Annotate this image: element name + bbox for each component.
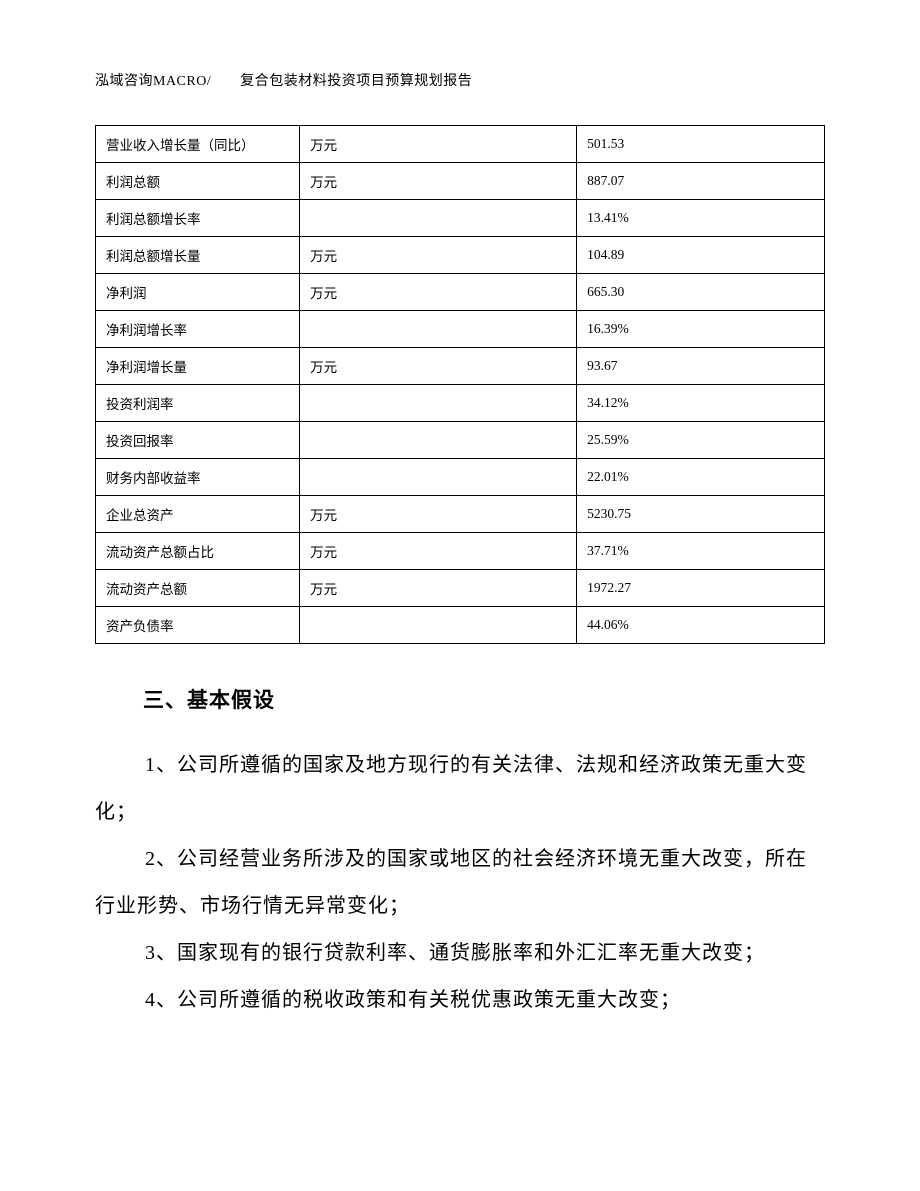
financial-table-body: 营业收入增长量（同比） 万元 501.53 利润总额 万元 887.07 利润总… — [96, 126, 825, 644]
row-label: 利润总额 — [96, 163, 300, 200]
table-row: 利润总额 万元 887.07 — [96, 163, 825, 200]
row-value: 13.41% — [577, 200, 825, 237]
row-label: 净利润增长量 — [96, 348, 300, 385]
row-unit: 万元 — [300, 126, 577, 163]
row-value: 25.59% — [577, 422, 825, 459]
document-page: 泓域咨询MACRO/ 复合包装材料投资项目预算规划报告 营业收入增长量（同比） … — [0, 0, 920, 1084]
row-unit — [300, 385, 577, 422]
section-body: 1、公司所遵循的国家及地方现行的有关法律、法规和经济政策无重大变化； 2、公司经… — [95, 742, 825, 1024]
table-row: 投资利润率 34.12% — [96, 385, 825, 422]
financial-table: 营业收入增长量（同比） 万元 501.53 利润总额 万元 887.07 利润总… — [95, 125, 825, 644]
table-row: 流动资产总额 万元 1972.27 — [96, 570, 825, 607]
row-unit: 万元 — [300, 237, 577, 274]
row-value: 1972.27 — [577, 570, 825, 607]
row-unit — [300, 459, 577, 496]
row-value: 5230.75 — [577, 496, 825, 533]
row-unit: 万元 — [300, 570, 577, 607]
row-value: 887.07 — [577, 163, 825, 200]
row-unit: 万元 — [300, 533, 577, 570]
table-row: 资产负债率 44.06% — [96, 607, 825, 644]
row-value: 104.89 — [577, 237, 825, 274]
row-label: 流动资产总额占比 — [96, 533, 300, 570]
row-label: 利润总额增长量 — [96, 237, 300, 274]
paragraph: 3、国家现有的银行贷款利率、通货膨胀率和外汇汇率无重大改变； — [95, 930, 825, 977]
row-value: 22.01% — [577, 459, 825, 496]
section-heading: 三、基本假设 — [143, 684, 825, 714]
row-unit — [300, 422, 577, 459]
table-row: 净利润 万元 665.30 — [96, 274, 825, 311]
row-unit: 万元 — [300, 496, 577, 533]
row-unit: 万元 — [300, 163, 577, 200]
row-label: 企业总资产 — [96, 496, 300, 533]
row-value: 37.71% — [577, 533, 825, 570]
row-unit: 万元 — [300, 274, 577, 311]
table-row: 财务内部收益率 22.01% — [96, 459, 825, 496]
row-label: 净利润 — [96, 274, 300, 311]
table-row: 净利润增长量 万元 93.67 — [96, 348, 825, 385]
row-unit — [300, 200, 577, 237]
paragraph: 4、公司所遵循的税收政策和有关税优惠政策无重大改变； — [95, 977, 825, 1024]
row-unit — [300, 607, 577, 644]
row-value: 93.67 — [577, 348, 825, 385]
row-unit — [300, 311, 577, 348]
row-label: 资产负债率 — [96, 607, 300, 644]
table-row: 利润总额增长率 13.41% — [96, 200, 825, 237]
row-label: 营业收入增长量（同比） — [96, 126, 300, 163]
row-label: 净利润增长率 — [96, 311, 300, 348]
row-label: 投资回报率 — [96, 422, 300, 459]
row-label: 流动资产总额 — [96, 570, 300, 607]
page-header: 泓域咨询MACRO/ 复合包装材料投资项目预算规划报告 — [95, 70, 825, 90]
row-label: 投资利润率 — [96, 385, 300, 422]
row-unit: 万元 — [300, 348, 577, 385]
paragraph: 2、公司经营业务所涉及的国家或地区的社会经济环境无重大改变，所在行业形势、市场行… — [95, 836, 825, 930]
table-row: 营业收入增长量（同比） 万元 501.53 — [96, 126, 825, 163]
row-value: 665.30 — [577, 274, 825, 311]
table-row: 净利润增长率 16.39% — [96, 311, 825, 348]
table-row: 利润总额增长量 万元 104.89 — [96, 237, 825, 274]
row-value: 44.06% — [577, 607, 825, 644]
row-label: 利润总额增长率 — [96, 200, 300, 237]
table-row: 流动资产总额占比 万元 37.71% — [96, 533, 825, 570]
row-value: 501.53 — [577, 126, 825, 163]
table-row: 投资回报率 25.59% — [96, 422, 825, 459]
paragraph: 1、公司所遵循的国家及地方现行的有关法律、法规和经济政策无重大变化； — [95, 742, 825, 836]
table-row: 企业总资产 万元 5230.75 — [96, 496, 825, 533]
row-value: 34.12% — [577, 385, 825, 422]
row-value: 16.39% — [577, 311, 825, 348]
row-label: 财务内部收益率 — [96, 459, 300, 496]
